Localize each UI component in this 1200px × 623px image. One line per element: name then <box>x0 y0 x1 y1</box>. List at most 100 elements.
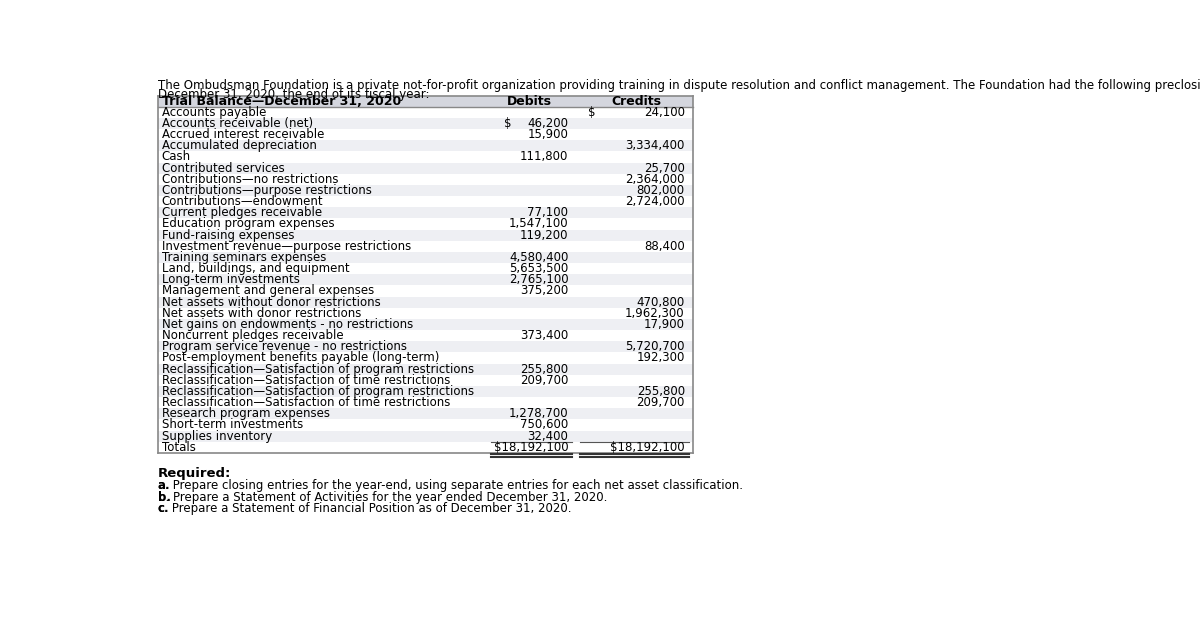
Text: a. Prepare closing entries for the year-end, using separate entries for each net: a. Prepare closing entries for the year-… <box>157 479 743 492</box>
Text: 750,600: 750,600 <box>521 419 569 431</box>
Text: Accumulated depreciation: Accumulated depreciation <box>162 140 317 152</box>
Text: 24,100: 24,100 <box>643 106 685 119</box>
Bar <box>157 107 692 118</box>
Text: 46,200: 46,200 <box>528 117 569 130</box>
Bar <box>157 140 692 151</box>
Text: $18,192,100: $18,192,100 <box>610 440 685 454</box>
Bar <box>157 129 692 140</box>
Text: Contributions—endowment: Contributions—endowment <box>162 195 323 208</box>
Text: Land, buildings, and equipment: Land, buildings, and equipment <box>162 262 349 275</box>
Text: Noncurrent pledges receivable: Noncurrent pledges receivable <box>162 329 343 342</box>
Text: 192,300: 192,300 <box>636 351 685 364</box>
Text: Current pledges receivable: Current pledges receivable <box>162 206 322 219</box>
Text: Fund-raising expenses: Fund-raising expenses <box>162 229 294 242</box>
Bar <box>157 163 692 174</box>
Bar <box>157 408 692 419</box>
Text: Credits: Credits <box>612 95 661 108</box>
Text: 1,962,300: 1,962,300 <box>625 307 685 320</box>
Text: 17,900: 17,900 <box>643 318 685 331</box>
Text: 5,720,700: 5,720,700 <box>625 340 685 353</box>
Text: 209,700: 209,700 <box>520 374 569 387</box>
Text: Reclassification—Satisfaction of program restrictions: Reclassification—Satisfaction of program… <box>162 363 474 376</box>
Text: Long-term investments: Long-term investments <box>162 273 300 287</box>
Text: Supplies inventory: Supplies inventory <box>162 430 272 442</box>
Text: Research program expenses: Research program expenses <box>162 407 330 421</box>
Text: Totals: Totals <box>162 440 196 454</box>
Text: Cash: Cash <box>162 151 191 163</box>
Text: 255,800: 255,800 <box>521 363 569 376</box>
Text: Post-employment benefits payable (long-term): Post-employment benefits payable (long-t… <box>162 351 439 364</box>
Text: Investment revenue—purpose restrictions: Investment revenue—purpose restrictions <box>162 240 410 253</box>
Text: 373,400: 373,400 <box>521 329 569 342</box>
Bar <box>157 174 692 185</box>
Text: Contributed services: Contributed services <box>162 161 284 174</box>
Text: 802,000: 802,000 <box>637 184 685 197</box>
Bar <box>157 397 692 408</box>
Bar <box>157 353 692 363</box>
Bar <box>157 274 692 285</box>
Bar <box>157 118 692 129</box>
Bar <box>157 363 692 374</box>
Bar <box>157 386 692 397</box>
Text: Debits: Debits <box>508 95 552 108</box>
Text: Accounts receivable (net): Accounts receivable (net) <box>162 117 313 130</box>
Bar <box>157 308 692 319</box>
Bar <box>157 151 692 163</box>
Bar <box>157 252 692 263</box>
Text: 88,400: 88,400 <box>644 240 685 253</box>
Text: Training seminars expenses: Training seminars expenses <box>162 251 326 264</box>
Text: The Ombudsman Foundation is a private not-for-profit organization providing trai: The Ombudsman Foundation is a private no… <box>157 78 1200 92</box>
Text: 1,278,700: 1,278,700 <box>509 407 569 421</box>
Text: 25,700: 25,700 <box>644 161 685 174</box>
Text: Trial Balance—December 31, 2020: Trial Balance—December 31, 2020 <box>162 95 401 108</box>
Text: 2,765,100: 2,765,100 <box>509 273 569 287</box>
Text: c. Prepare a Statement of Financial Position as of December 31, 2020.: c. Prepare a Statement of Financial Posi… <box>157 502 571 515</box>
Text: December 31, 2020, the end of its fiscal year:: December 31, 2020, the end of its fiscal… <box>157 88 430 101</box>
Text: Contributions—no restrictions: Contributions—no restrictions <box>162 173 338 186</box>
Text: Accounts payable: Accounts payable <box>162 106 266 119</box>
Text: 2,364,000: 2,364,000 <box>625 173 685 186</box>
Text: Net assets without donor restrictions: Net assets without donor restrictions <box>162 295 380 308</box>
Text: Program service revenue - no restrictions: Program service revenue - no restriction… <box>162 340 407 353</box>
Text: 209,700: 209,700 <box>636 396 685 409</box>
Text: 2,724,000: 2,724,000 <box>625 195 685 208</box>
Text: 3,334,400: 3,334,400 <box>625 140 685 152</box>
Bar <box>157 219 692 229</box>
Text: Accrued interest receivable: Accrued interest receivable <box>162 128 324 141</box>
Text: 111,800: 111,800 <box>520 151 569 163</box>
Text: a.: a. <box>157 479 170 492</box>
Bar <box>157 442 692 453</box>
Text: 1,547,100: 1,547,100 <box>509 217 569 231</box>
Text: 4,580,400: 4,580,400 <box>509 251 569 264</box>
Bar <box>157 297 692 308</box>
Text: c.: c. <box>157 502 169 515</box>
Bar <box>157 419 692 430</box>
Text: 15,900: 15,900 <box>528 128 569 141</box>
Bar <box>157 240 692 252</box>
Text: Short-term investments: Short-term investments <box>162 419 302 431</box>
Bar <box>157 196 692 207</box>
Bar <box>157 374 692 386</box>
Bar <box>157 285 692 297</box>
Bar <box>157 330 692 341</box>
Bar <box>157 319 692 330</box>
Bar <box>157 229 692 240</box>
Bar <box>157 207 692 219</box>
Text: Reclassification—Satisfaction of time restrictions: Reclassification—Satisfaction of time re… <box>162 396 450 409</box>
Text: 470,800: 470,800 <box>636 295 685 308</box>
Text: Reclassification—Satisfaction of time restrictions: Reclassification—Satisfaction of time re… <box>162 374 450 387</box>
Text: Management and general expenses: Management and general expenses <box>162 285 374 297</box>
Bar <box>157 185 692 196</box>
Bar <box>157 263 692 274</box>
Bar <box>157 430 692 442</box>
Text: Reclassification—Satisfaction of program restrictions: Reclassification—Satisfaction of program… <box>162 385 474 398</box>
Text: b.: b. <box>157 490 170 503</box>
Bar <box>157 95 692 107</box>
Text: 375,200: 375,200 <box>521 285 569 297</box>
Text: 32,400: 32,400 <box>528 430 569 442</box>
Text: 255,800: 255,800 <box>637 385 685 398</box>
Text: 119,200: 119,200 <box>520 229 569 242</box>
Text: Net gains on endowments - no restrictions: Net gains on endowments - no restriction… <box>162 318 413 331</box>
Text: b. Prepare a Statement of Activities for the year ended December 31, 2020.: b. Prepare a Statement of Activities for… <box>157 490 607 503</box>
Text: 5,653,500: 5,653,500 <box>509 262 569 275</box>
